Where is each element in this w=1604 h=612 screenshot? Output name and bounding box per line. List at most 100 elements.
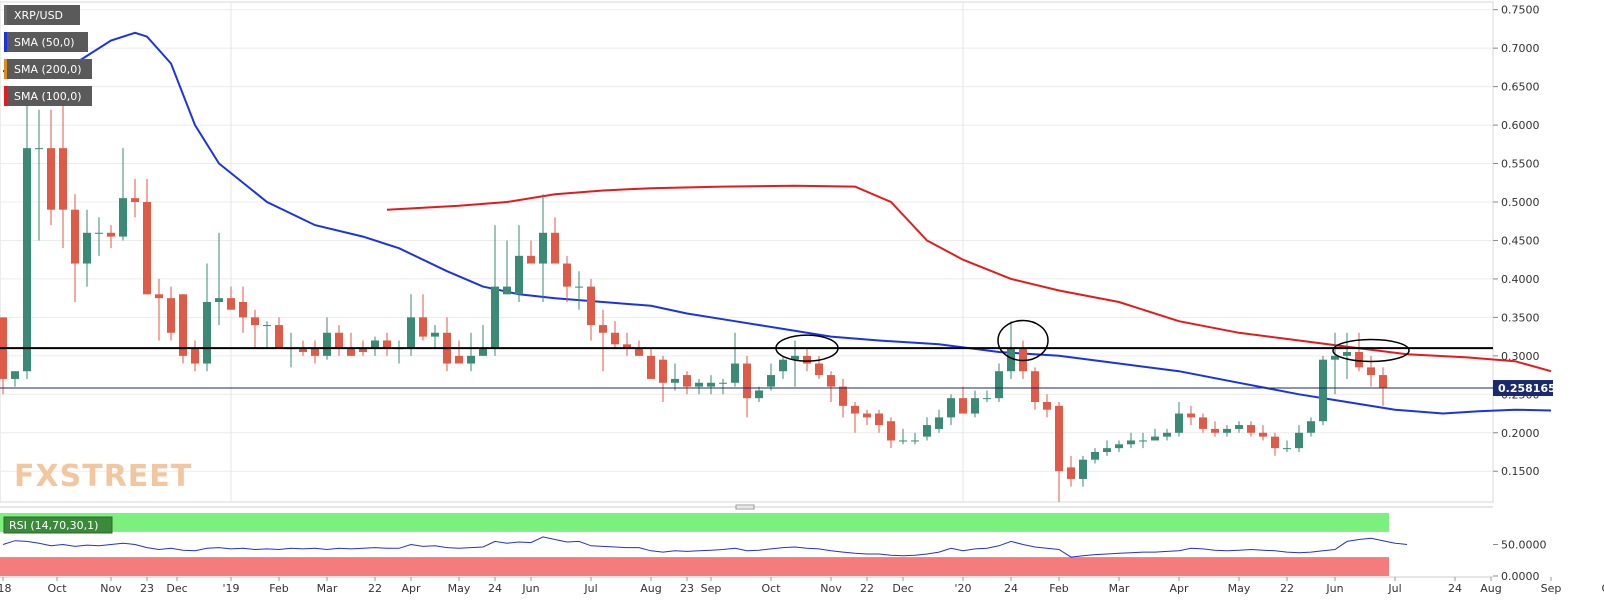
rsi-tick-label: 0.0000	[1501, 570, 1540, 583]
candle-body	[635, 348, 643, 356]
candle	[911, 432, 919, 445]
candle	[1271, 432, 1279, 456]
annotation-ellipse	[775, 334, 839, 362]
candle-body	[827, 375, 835, 387]
x-tick-label: 23	[680, 582, 694, 595]
candle	[611, 321, 619, 349]
sma-lines	[2, 31, 1552, 415]
candle-body	[1367, 367, 1375, 376]
candle-body	[755, 390, 763, 399]
x-axis: '18 Oct Nov 23 Dec '19 Feb Mar 22 Apr May 24 Jun Jul A…	[0, 576, 1604, 595]
x-tick-label: 24	[488, 582, 502, 595]
y-tick-label: 0.5000	[1501, 196, 1540, 209]
x-tick-label: 22	[368, 582, 382, 595]
legend-box	[4, 5, 80, 25]
candle-body	[803, 355, 811, 364]
legend-accent	[4, 32, 7, 52]
x-tick-label: 24	[1448, 582, 1462, 595]
candle-body	[311, 348, 319, 356]
candle-body	[611, 332, 619, 345]
candle-body	[1211, 428, 1219, 433]
rsi-line	[2, 536, 1408, 558]
watermark: FXSTREET	[14, 459, 192, 494]
candle-body	[1259, 432, 1267, 437]
candle-body	[431, 332, 439, 337]
candle-body	[227, 298, 235, 310]
candle-body	[659, 359, 667, 383]
candle-body	[347, 348, 355, 356]
candle-body	[71, 209, 79, 264]
candle	[983, 390, 991, 402]
candle-body	[299, 348, 307, 352]
candle	[1319, 355, 1327, 426]
candle-body	[707, 382, 715, 387]
candle-body	[107, 232, 115, 237]
x-tick-label: '20	[954, 582, 971, 595]
candle-body	[1319, 359, 1327, 422]
candle-body	[935, 417, 943, 429]
sma-100-line	[386, 184, 1552, 373]
candle-body	[1019, 348, 1027, 372]
candle	[947, 394, 955, 426]
candle	[1283, 440, 1291, 452]
candle-body	[35, 148, 43, 150]
candle	[407, 294, 415, 356]
candle	[959, 386, 967, 414]
candle	[83, 209, 91, 287]
candle-body	[1043, 402, 1051, 410]
candle	[695, 378, 703, 395]
candle	[155, 278, 163, 341]
candle-body	[383, 340, 391, 349]
candle	[191, 340, 199, 372]
y-tick-label: 0.4500	[1501, 234, 1540, 247]
candle	[827, 371, 835, 402]
candle-body	[131, 198, 139, 202]
rsi-tick-label: 50.0000	[1501, 539, 1547, 552]
candle	[455, 340, 463, 364]
x-tick-label: '18	[0, 582, 12, 595]
candle-body	[899, 440, 907, 442]
candle	[143, 178, 151, 295]
rsi-oversold-zone	[0, 557, 1389, 576]
y-tick-label: 0.3000	[1501, 350, 1540, 363]
candle	[251, 309, 259, 349]
candle-body	[83, 232, 91, 264]
candle-body	[119, 198, 127, 237]
candle-body	[59, 148, 67, 210]
legend-accent	[4, 5, 7, 25]
candle	[383, 332, 391, 356]
candle	[335, 325, 343, 356]
candle-body	[623, 344, 631, 349]
candle	[1343, 332, 1351, 379]
candle-body	[23, 148, 31, 372]
y-tick-label: 0.7000	[1501, 42, 1540, 55]
candle-body	[263, 325, 271, 327]
candle	[1151, 428, 1159, 441]
candle-body	[1223, 428, 1231, 433]
candle	[743, 355, 751, 418]
candle-body	[155, 294, 163, 299]
candle-body	[167, 298, 175, 333]
candle	[1199, 413, 1207, 433]
candle-body	[539, 232, 547, 264]
candle-body	[419, 317, 427, 337]
candle	[179, 294, 187, 364]
candle-body	[1139, 440, 1147, 442]
x-tick-label: Oct	[47, 582, 67, 595]
candle	[491, 225, 499, 356]
candle-body	[839, 386, 847, 406]
x-tick-label: Nov	[820, 582, 842, 595]
x-tick-label: Aug	[640, 582, 661, 595]
candle	[71, 194, 79, 302]
candle	[95, 217, 103, 256]
candle	[347, 332, 355, 356]
candle-body	[491, 286, 499, 349]
candle	[1175, 402, 1183, 437]
x-tick-label: May	[448, 582, 471, 595]
candle	[1307, 417, 1315, 437]
candle	[1127, 432, 1135, 449]
candle-body	[1283, 448, 1291, 450]
candle	[479, 325, 487, 356]
candle	[11, 371, 19, 387]
